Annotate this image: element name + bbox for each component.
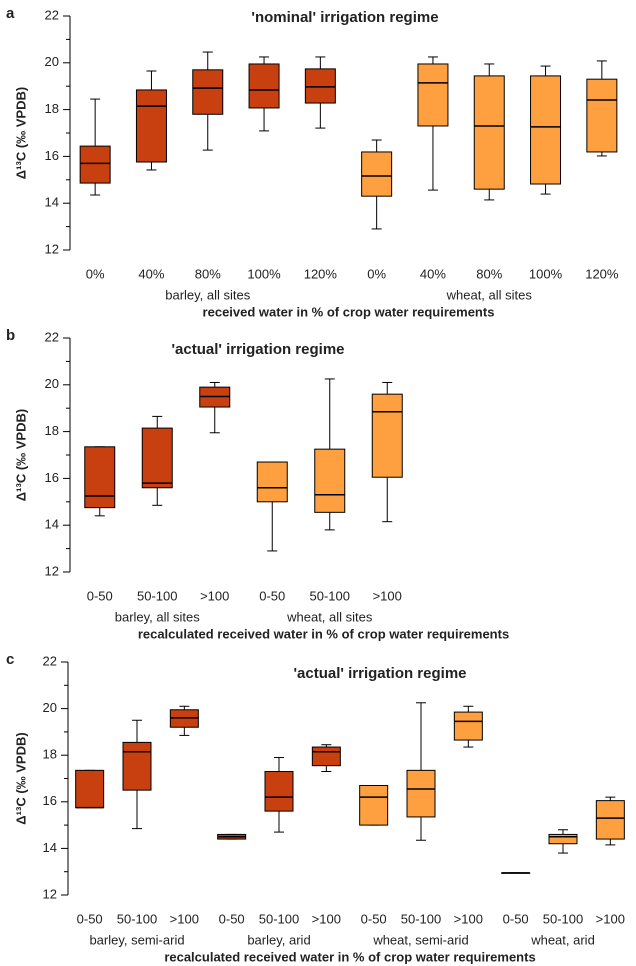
box: [248, 63, 280, 109]
panel-label: a: [6, 5, 15, 22]
y-tick-label: 12: [45, 563, 59, 578]
box: [79, 145, 111, 184]
x-tick-label: 50-100: [310, 588, 350, 603]
group-label: barley, semi-arid: [89, 932, 184, 947]
box: [135, 89, 167, 163]
x-tick-label: >100: [170, 911, 199, 926]
box: [256, 461, 288, 503]
group-label: wheat, all sites: [446, 287, 533, 302]
x-tick-label: 0-50: [87, 588, 113, 603]
group-label: barley, arid: [247, 932, 310, 947]
box: [192, 69, 224, 115]
x-tick-label: 0%: [367, 266, 386, 281]
box: [75, 769, 105, 809]
x-tick-label: 50-100: [137, 588, 177, 603]
y-tick-label: 20: [45, 54, 59, 69]
box: [417, 63, 449, 127]
x-tick-label: >100: [373, 588, 402, 603]
x-tick-label: >100: [596, 911, 625, 926]
x-tick-label: 50-100: [543, 911, 583, 926]
y-axis-label: Δ¹³C (‰ VPDB): [13, 732, 28, 824]
x-tick-label: 40%: [138, 266, 164, 281]
y-tick-label: 18: [43, 747, 57, 762]
group-label: wheat, arid: [530, 932, 595, 947]
y-axis-label: Δ¹³C (‰ VPDB): [13, 87, 28, 179]
box: [406, 769, 436, 818]
x-tick-label: 0-50: [219, 911, 245, 926]
x-tick-label: 0-50: [77, 911, 103, 926]
y-tick-label: 18: [45, 423, 59, 438]
chart-title: 'nominal' irrigation regime: [251, 9, 438, 26]
box: [473, 75, 505, 190]
group-label: barley, all sites: [115, 609, 201, 624]
x-axis-label: received water in % of crop water requir…: [203, 304, 495, 319]
x-tick-label: >100: [312, 911, 341, 926]
chart-title: 'actual' irrigation regime: [293, 665, 466, 682]
y-tick-label: 14: [43, 840, 57, 855]
box: [548, 833, 578, 845]
y-tick-label: 22: [45, 7, 59, 22]
x-tick-label: 0-50: [361, 911, 387, 926]
box: [314, 448, 346, 513]
x-tick-label: 80%: [195, 266, 221, 281]
panel-label: c: [6, 651, 14, 668]
y-axis-label: Δ¹³C (‰ VPDB): [13, 409, 28, 501]
box: [359, 784, 389, 826]
y-tick-label: 16: [45, 470, 59, 485]
group-label: barley, all sites: [165, 287, 251, 302]
x-tick-label: 50-100: [401, 911, 441, 926]
box: [141, 427, 173, 489]
y-tick-label: 22: [45, 329, 59, 344]
x-tick-label: 100%: [529, 266, 563, 281]
x-tick-label: 0-50: [503, 911, 529, 926]
y-tick-label: 14: [45, 517, 59, 532]
box: [595, 800, 625, 840]
x-tick-label: 0-50: [259, 588, 285, 603]
x-tick-label: 120%: [304, 266, 338, 281]
y-tick-label: 20: [45, 376, 59, 391]
group-label: wheat, all sites: [286, 609, 373, 624]
group-label: wheat, semi-arid: [372, 932, 468, 947]
y-tick-label: 18: [45, 101, 59, 116]
y-tick-label: 16: [45, 148, 59, 163]
x-tick-label: 50-100: [259, 911, 299, 926]
panel-label: b: [6, 327, 15, 344]
box: [122, 741, 152, 791]
x-tick-label: 50-100: [117, 911, 157, 926]
chart-title: 'actual' irrigation regime: [171, 341, 344, 358]
x-axis-label: recalculated received water in % of crop…: [164, 949, 535, 964]
box: [304, 68, 336, 104]
y-tick-label: 22: [43, 653, 57, 668]
box: [586, 78, 618, 153]
box: [530, 75, 562, 185]
y-tick-label: 14: [45, 195, 59, 210]
y-tick-label: 12: [45, 241, 59, 256]
x-tick-label: 120%: [585, 266, 619, 281]
box: [264, 771, 294, 812]
x-tick-label: 80%: [476, 266, 502, 281]
x-tick-label: >100: [200, 588, 229, 603]
box: [311, 746, 341, 767]
x-tick-label: 100%: [247, 266, 281, 281]
box: [453, 711, 483, 741]
box: [361, 151, 393, 197]
x-tick-label: 0%: [86, 266, 105, 281]
x-tick-label: >100: [454, 911, 483, 926]
y-tick-label: 12: [43, 886, 57, 901]
y-tick-label: 20: [43, 700, 57, 715]
x-tick-label: 40%: [420, 266, 446, 281]
x-axis-label: recalculated received water in % of crop…: [138, 626, 509, 641]
box: [84, 446, 116, 509]
box: [371, 393, 403, 478]
y-tick-label: 16: [43, 793, 57, 808]
